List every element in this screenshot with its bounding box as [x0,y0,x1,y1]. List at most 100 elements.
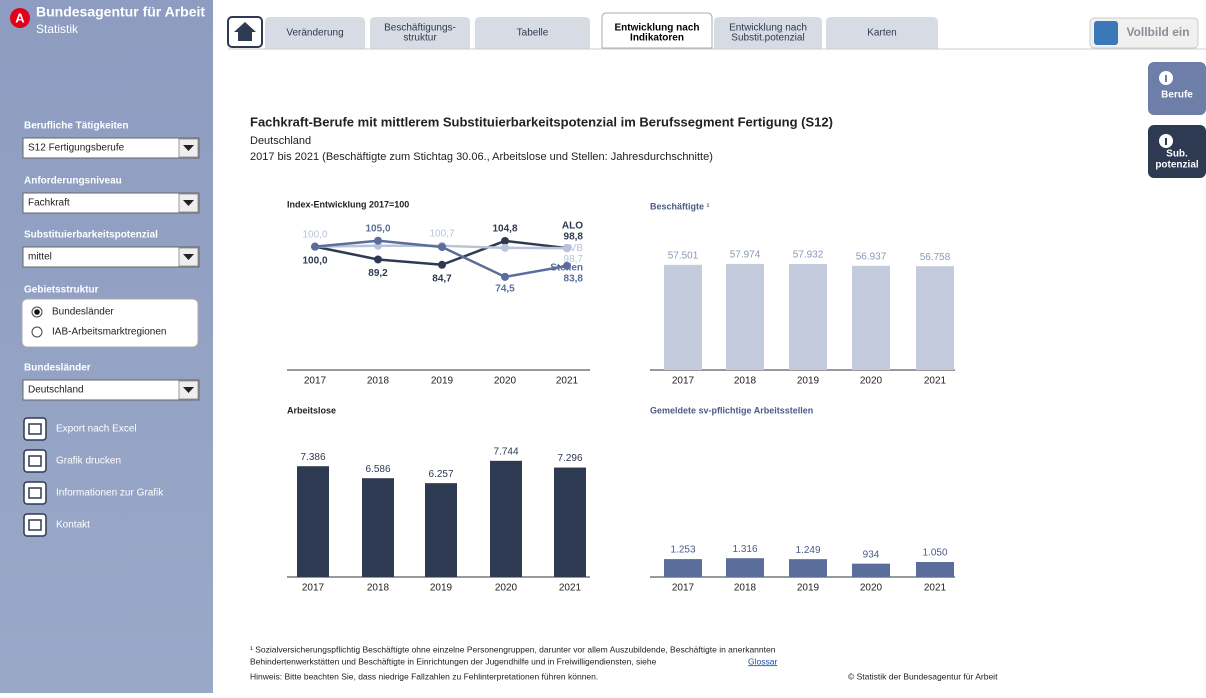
action-label[interactable]: Export nach Excel [56,424,137,435]
fullscreen-label[interactable]: Vollbild ein [1126,25,1189,39]
data-label: 1.253 [670,545,695,556]
data-label: 6.586 [365,464,390,475]
x-tick-label: 2020 [860,583,883,594]
bar [852,563,890,577]
data-label: 57.501 [668,250,699,261]
dropdown[interactable] [22,246,200,268]
data-label: 56.937 [856,251,887,262]
data-label: 7.744 [493,446,518,457]
data-label: 100,0 [302,229,327,240]
tab-label[interactable]: Substit.potenzial [731,33,804,44]
data-label: 6.257 [428,469,453,480]
x-tick-label: 2021 [559,583,582,594]
dropdown[interactable] [22,192,200,214]
point [501,236,509,245]
data-label: 1.316 [732,544,757,555]
tab-label[interactable]: Entwicklung nach [729,23,807,34]
x-tick-label: 2020 [495,583,518,594]
tab[interactable] [475,17,590,49]
section-label: Gebietsstruktur [24,285,99,296]
side-button-label[interactable]: Berufe [1161,90,1193,101]
x-tick-label: 2019 [431,376,454,387]
x-tick-label: 2017 [672,583,695,594]
dropdown[interactable] [22,137,200,159]
bar [916,562,954,577]
radio-dot [34,309,40,315]
logo-letter: A [15,10,25,25]
dropdown-arrow [183,145,194,151]
legend-label: ALO [562,221,583,232]
fullscreen-icon [1094,21,1118,45]
x-tick-label: 2021 [924,376,947,387]
tab-label[interactable]: struktur [403,33,437,44]
tab[interactable] [714,17,822,49]
chart-title: Index-Entwicklung 2017=100 [287,199,409,209]
tab-label[interactable]: Karten [867,28,896,39]
side-button-label[interactable]: potenzial [1155,160,1199,171]
tab-label[interactable]: Tabelle [517,28,549,39]
bar [297,466,329,577]
info-icon-bar [1165,138,1167,145]
action-icon[interactable] [23,481,47,505]
radio-label[interactable]: IAB-Arbeitsmarktregionen [52,327,167,338]
dropdown-value: mittel [28,252,52,263]
data-label: 89,2 [368,268,388,279]
tab[interactable] [601,12,713,49]
data-label: 57.932 [793,250,824,261]
chart-title: Beschäftigte ¹ [650,201,710,211]
data-label: 100,7 [429,228,454,239]
x-tick-label: 2021 [924,583,947,594]
point [438,242,446,251]
tab-label[interactable]: Veränderung [286,28,343,39]
x-tick-label: 2019 [797,376,820,387]
x-tick-label: 2018 [367,376,390,387]
subtitle: 2017 bis 2021 (Beschäftigte zum Stichtag… [250,151,713,163]
action-label[interactable]: Grafik drucken [56,456,121,467]
tab-label[interactable]: Beschäftigungs- [384,23,456,34]
bar [490,460,522,577]
bar [664,264,702,370]
x-tick-label: 2018 [734,376,757,387]
side-button[interactable] [1148,62,1206,115]
data-label: 934 [863,549,880,560]
tab-label[interactable]: Entwicklung nach [614,23,699,34]
tab-label[interactable]: Indikatoren [630,33,684,44]
x-tick-label: 2020 [860,376,883,387]
bar [916,266,954,370]
action-label[interactable]: Informationen zur Grafik [56,488,164,499]
point [501,272,509,281]
bar [789,559,827,577]
dropdown-arrow [183,200,194,206]
legend-label: Stellen [550,262,583,273]
point [374,255,382,264]
dropdown-arrow [183,254,194,260]
action-label[interactable]: Kontakt [56,520,90,531]
x-tick-label: 2017 [304,376,327,387]
radio-label[interactable]: Bundesländer [52,307,114,318]
dropdown-value: S12 Fertigungsberufe [28,143,125,154]
title: Fachkraft-Berufe mit mittlerem Substitui… [250,114,833,129]
side-button-label[interactable]: Sub. [1166,149,1188,160]
glossar-link[interactable]: Glossar [748,656,777,666]
hint: Hinweis: Bitte beachten Sie, dass niedri… [250,671,598,681]
tab[interactable] [826,17,938,49]
tab[interactable] [370,17,470,49]
action-icon-inner [28,423,42,435]
action-icon-inner [28,487,42,499]
action-icon[interactable] [23,417,47,441]
dropdown-value: Fachkraft [28,198,70,209]
action-icon[interactable] [23,449,47,473]
data-label: 98,7 [564,254,584,265]
data-label: 100,0 [302,255,327,266]
dropdown[interactable] [22,379,200,401]
logo [10,8,30,28]
chart-title: Arbeitslose [287,405,336,415]
radio-box [21,298,199,348]
legend-label: SVB [563,243,583,254]
bar [852,265,890,370]
tab[interactable] [265,17,365,49]
data-label: 7.386 [300,452,325,463]
radio[interactable] [31,326,43,338]
action-icon[interactable] [23,513,47,537]
